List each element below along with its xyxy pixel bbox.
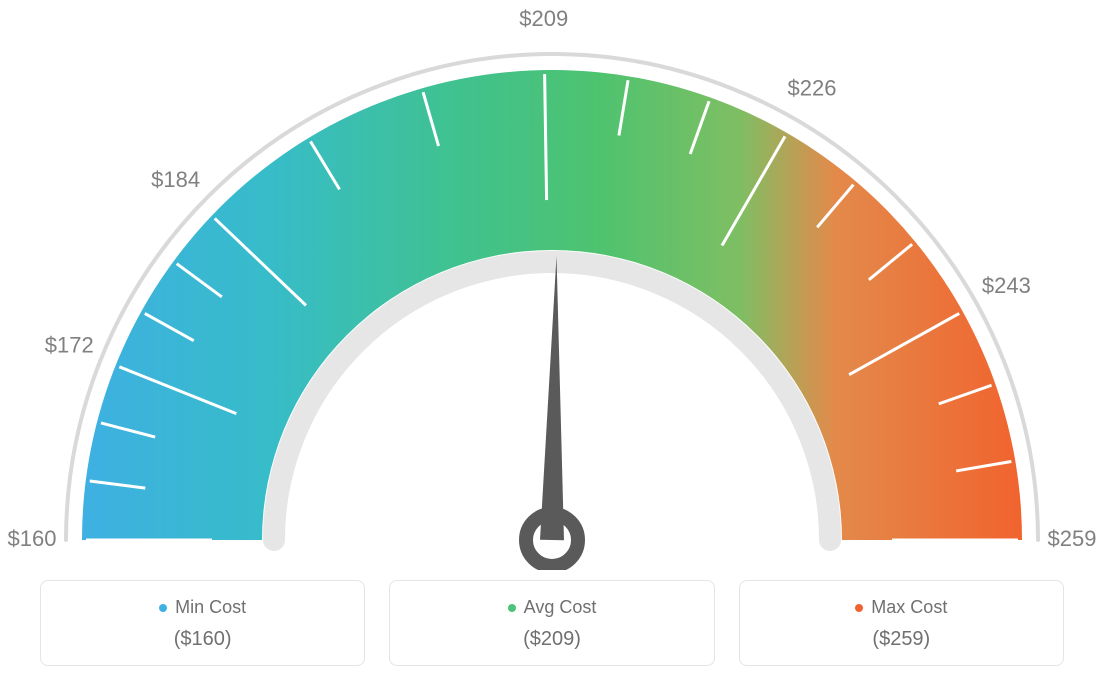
legend-text-min: Min Cost [175,597,246,618]
legend-card-avg: Avg Cost ($209) [389,580,714,666]
svg-text:$160: $160 [8,526,57,551]
legend-text-max: Max Cost [871,597,947,618]
legend-dot-avg [508,604,516,612]
legend-card-min: Min Cost ($160) [40,580,365,666]
svg-text:$243: $243 [982,273,1031,298]
legend-dot-max [855,604,863,612]
legend-card-max: Max Cost ($259) [739,580,1064,666]
svg-text:$259: $259 [1048,526,1097,551]
legend-text-avg: Avg Cost [524,597,597,618]
legend-label-max: Max Cost [855,597,947,618]
legend-dot-min [159,604,167,612]
legend-row: Min Cost ($160) Avg Cost ($209) Max Cost… [40,580,1064,666]
svg-text:$172: $172 [45,333,94,358]
svg-text:$184: $184 [151,167,200,192]
svg-text:$209: $209 [519,6,568,31]
svg-text:$226: $226 [788,75,837,100]
legend-value-avg: ($209) [400,628,703,651]
legend-value-min: ($160) [51,628,354,651]
legend-label-avg: Avg Cost [508,597,597,618]
legend-value-max: ($259) [750,628,1053,651]
cost-gauge: $160 $172 $184 $209 $226 $243 $259 [0,0,1104,570]
legend-label-min: Min Cost [159,597,246,618]
